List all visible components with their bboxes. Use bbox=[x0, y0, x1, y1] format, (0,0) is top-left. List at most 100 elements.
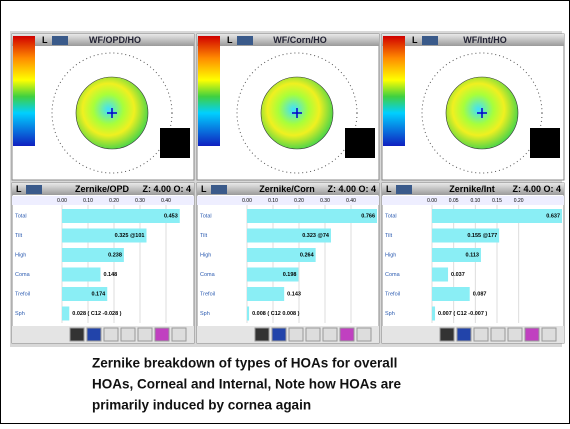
bar bbox=[247, 307, 249, 321]
row-label: Coma bbox=[385, 272, 401, 278]
eye-icon bbox=[26, 185, 42, 194]
row-label: Tilt bbox=[200, 233, 208, 239]
row-label: Coma bbox=[200, 272, 216, 278]
row-label: Coma bbox=[15, 272, 31, 278]
row-label: High bbox=[200, 252, 211, 258]
tool-button[interactable] bbox=[121, 328, 135, 341]
tool-button[interactable] bbox=[70, 328, 84, 341]
side-label: L bbox=[42, 35, 48, 45]
zernike-panel bbox=[382, 183, 564, 343]
x-tick-label: 0.00 bbox=[242, 198, 252, 204]
eye-icon bbox=[396, 185, 412, 194]
map-title: WF/OPD/HO bbox=[89, 35, 141, 45]
order-label: Z: 4.00 O: 4 bbox=[512, 184, 561, 194]
eye-icon bbox=[422, 36, 438, 45]
map-title: WF/Int/HO bbox=[463, 35, 507, 45]
bar bbox=[62, 307, 69, 321]
value-label: 0.323 @74 bbox=[302, 233, 330, 239]
side-label: L bbox=[201, 184, 207, 194]
tool-button[interactable] bbox=[172, 328, 186, 341]
psf-thumb bbox=[530, 128, 560, 158]
row-label: Sph bbox=[200, 311, 210, 317]
value-label: 0.155 @177 bbox=[467, 233, 497, 239]
row-label: High bbox=[15, 252, 26, 258]
side-label: L bbox=[412, 35, 418, 45]
row-label: Trefoil bbox=[385, 291, 400, 297]
row-label: Tilt bbox=[15, 233, 23, 239]
value-label: 0.113 bbox=[465, 252, 478, 258]
row-label: Total bbox=[200, 213, 212, 219]
value-label: 0.148 bbox=[103, 272, 117, 278]
tool-button[interactable] bbox=[440, 328, 454, 341]
x-tick-label: 0.20 bbox=[294, 198, 304, 204]
tool-button[interactable] bbox=[542, 328, 556, 341]
x-tick-label: 0.10 bbox=[268, 198, 278, 204]
bar bbox=[432, 287, 470, 301]
tool-button[interactable] bbox=[357, 328, 371, 341]
caption-line: primarily induced by cornea again bbox=[92, 398, 311, 413]
psf-thumb bbox=[345, 128, 375, 158]
tool-button[interactable] bbox=[323, 328, 337, 341]
value-label: 0.087 bbox=[473, 291, 487, 297]
color-scale bbox=[13, 36, 35, 146]
caption-line: HOAs, Corneal and Internal, Note how HOA… bbox=[92, 377, 402, 392]
zernike-title: Zernike/Int bbox=[449, 184, 495, 194]
order-label: Z: 4.00 O: 4 bbox=[142, 184, 191, 194]
x-tick-label: 0.10 bbox=[83, 198, 93, 204]
side-label: L bbox=[227, 35, 233, 45]
value-label: 0.037 bbox=[451, 272, 465, 278]
row-label: High bbox=[385, 252, 396, 258]
x-tick-label: 0.40 bbox=[161, 198, 171, 204]
tool-button[interactable] bbox=[155, 328, 169, 341]
caption-line: Zernike breakdown of types of HOAs for o… bbox=[92, 356, 397, 371]
row-label: Sph bbox=[385, 311, 395, 317]
tool-button[interactable] bbox=[289, 328, 303, 341]
value-label: 0.198 bbox=[283, 272, 297, 278]
tool-button[interactable] bbox=[306, 328, 320, 341]
tool-button[interactable] bbox=[457, 328, 471, 341]
row-label: Trefoil bbox=[15, 291, 30, 297]
row-label: Tilt bbox=[385, 233, 393, 239]
value-label: 0.007 ( C12 -0.007 ) bbox=[438, 311, 487, 317]
value-label: 0.174 bbox=[91, 291, 106, 297]
x-tick-label: 0.30 bbox=[135, 198, 145, 204]
tool-button[interactable] bbox=[104, 328, 118, 341]
tool-button[interactable] bbox=[525, 328, 539, 341]
x-tick-label: 0.30 bbox=[320, 198, 330, 204]
psf-thumb bbox=[160, 128, 190, 158]
bar bbox=[62, 209, 180, 223]
color-scale bbox=[198, 36, 220, 146]
value-label: 0.264 bbox=[300, 252, 315, 258]
x-tick-label: 0.05 bbox=[449, 198, 459, 204]
map-title: WF/Corn/HO bbox=[273, 35, 327, 45]
row-label: Total bbox=[385, 213, 397, 219]
tool-button[interactable] bbox=[491, 328, 505, 341]
eye-icon bbox=[237, 36, 253, 45]
zernike-title: Zernike/OPD bbox=[75, 184, 130, 194]
x-tick-label: 0.10 bbox=[470, 198, 480, 204]
tool-button[interactable] bbox=[340, 328, 354, 341]
value-label: 0.028 ( C12 -0.028 ) bbox=[72, 311, 121, 317]
x-tick-label: 0.15 bbox=[492, 198, 502, 204]
value-label: 0.238 bbox=[108, 252, 122, 258]
order-label: Z: 4.00 O: 4 bbox=[327, 184, 376, 194]
slide: Zernike breakdown of types of HOAs for o… bbox=[0, 0, 570, 424]
x-tick-label: 0.00 bbox=[427, 198, 437, 204]
bar bbox=[247, 287, 284, 301]
tool-button[interactable] bbox=[138, 328, 152, 341]
tool-button[interactable] bbox=[255, 328, 269, 341]
tool-button[interactable] bbox=[272, 328, 286, 341]
bar bbox=[432, 268, 448, 282]
tool-button[interactable] bbox=[87, 328, 101, 341]
x-tick-label: 0.20 bbox=[109, 198, 119, 204]
row-label: Trefoil bbox=[200, 291, 215, 297]
tool-button[interactable] bbox=[508, 328, 522, 341]
row-label: Total bbox=[15, 213, 27, 219]
value-label: 0.453 bbox=[164, 213, 178, 219]
value-label: 0.008 ( C12 0.008 ) bbox=[252, 311, 300, 317]
side-label: L bbox=[386, 184, 392, 194]
zernike-panel bbox=[12, 183, 194, 343]
tool-button[interactable] bbox=[474, 328, 488, 341]
value-label: 0.766 bbox=[361, 213, 375, 219]
value-label: 0.325 @101 bbox=[115, 233, 145, 239]
